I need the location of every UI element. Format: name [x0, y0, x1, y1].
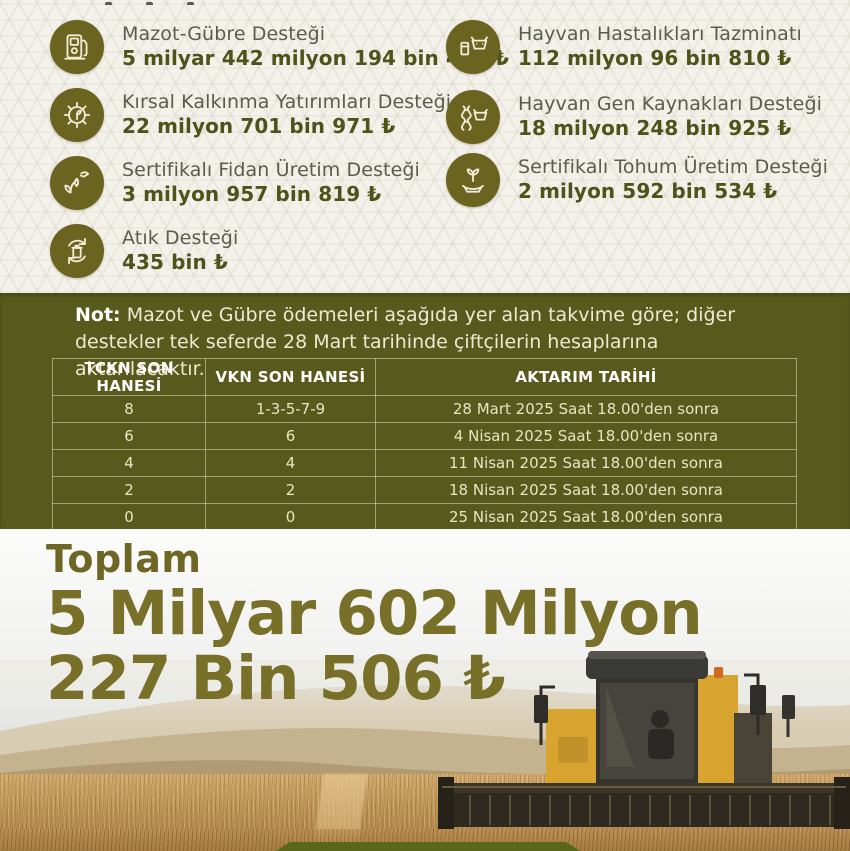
header-tckn: TCKN SON HANESİ [52, 358, 206, 396]
note-label: Not: [75, 304, 121, 326]
support-item-hayvan-gen: Hayvan Gen Kaynakları Desteği 18 milyon … [446, 90, 822, 144]
support-title: Atık Desteği [122, 227, 239, 250]
recycle-bin-icon [50, 224, 104, 278]
wheat-foreground [0, 829, 850, 851]
cell-date: 4 Nisan 2025 Saat 18.00'den sonra [375, 422, 797, 450]
total-label: Toplam [46, 537, 202, 581]
support-item-atik: Atık Desteği 435 bin ₺ [50, 224, 238, 278]
cell-vkn: 2 [205, 476, 376, 504]
hand-seed-icon [446, 153, 500, 207]
table-row: 6 6 4 Nisan 2025 Saat 18.00'den sonra [52, 422, 797, 450]
header-aktarim: AKTARIM TARİHİ [375, 358, 797, 396]
cell-vkn: 4 [205, 449, 376, 477]
gear-sprout-icon [50, 88, 104, 142]
support-item-hayvan-hastaliklari: Hayvan Hastalıkları Tazminatı 112 milyon… [446, 20, 802, 74]
support-amount: 5 milyar 442 milyon 194 bin 447 ₺ [122, 45, 510, 70]
support-item-tohum: Sertifikalı Tohum Üretim Desteği 2 milyo… [446, 153, 828, 207]
support-title: Hayvan Gen Kaynakları Desteği [518, 93, 822, 116]
support-title: Sertifikalı Tohum Üretim Desteği [518, 156, 828, 179]
cell-tckn: 0 [52, 503, 206, 531]
clipped-header-remnant [105, 0, 255, 5]
footer-ribbon [276, 842, 580, 851]
support-amount: 18 milyon 248 bin 925 ₺ [518, 115, 792, 140]
total-block: Toplam 5 Milyar 602 Milyon 227 Bin 506 ₺ [46, 537, 703, 715]
note-section: Not: Mazot ve Gübre ödemeleri aşağıda ye… [0, 293, 850, 531]
cell-vkn: 1-3-5-7-9 [205, 395, 376, 423]
cell-tckn: 8 [52, 395, 206, 423]
support-title: Mazot-Gübre Desteği [122, 23, 326, 46]
cell-date: 18 Nisan 2025 Saat 18.00'den sonra [375, 476, 797, 504]
support-item-mazot-gubre: Mazot-Gübre Desteği 5 milyar 442 milyon … [50, 20, 509, 74]
support-item-fidan: Sertifikalı Fidan Üretim Desteği 3 milyo… [50, 156, 420, 210]
support-amount: 3 milyon 957 bin 819 ₺ [122, 181, 382, 206]
payment-schedule-table: TCKN SON HANESİ VKN SON HANESİ AKTARIM T… [52, 358, 797, 531]
cell-date: 25 Nisan 2025 Saat 18.00'den sonra [375, 503, 797, 531]
cow-milk-icon [446, 20, 500, 74]
cell-tckn: 6 [52, 422, 206, 450]
support-title: Kırsal Kalkınma Yatırımları Desteği [122, 91, 452, 114]
cell-date: 11 Nisan 2025 Saat 18.00'den sonra [375, 449, 797, 477]
table-row: 2 2 18 Nisan 2025 Saat 18.00'den sonra [52, 476, 797, 504]
table-header-row: TCKN SON HANESİ VKN SON HANESİ AKTARIM T… [52, 358, 797, 396]
total-amount-line2: 227 Bin 506 ₺ [46, 643, 506, 715]
support-amount: 22 milyon 701 bin 971 ₺ [122, 113, 396, 138]
support-amount: 2 milyon 592 bin 534 ₺ [518, 178, 778, 203]
combine-harvester-illustration [438, 651, 850, 829]
support-title: Hayvan Hastalıkları Tazminatı [518, 23, 802, 46]
total-photo-section: Toplam 5 Milyar 602 Milyon 227 Bin 506 ₺ [0, 529, 850, 851]
support-title: Sertifikalı Fidan Üretim Desteği [122, 159, 420, 182]
support-item-kirsal-kalkinma: Kırsal Kalkınma Yatırımları Desteği 22 m… [50, 88, 451, 142]
table-row: 8 1-3-5-7-9 28 Mart 2025 Saat 18.00'den … [52, 395, 797, 423]
cell-tckn: 2 [52, 476, 206, 504]
table-row: 0 0 25 Nisan 2025 Saat 18.00'den sonra [52, 503, 797, 531]
supports-section: Mazot-Gübre Desteği 5 milyar 442 milyon … [0, 0, 850, 293]
support-amount: 435 bin ₺ [122, 249, 228, 274]
support-amount: 112 milyon 96 bin 810 ₺ [518, 45, 792, 70]
cell-vkn: 0 [205, 503, 376, 531]
table-row: 4 4 11 Nisan 2025 Saat 18.00'den sonra [52, 449, 797, 477]
cell-date: 28 Mart 2025 Saat 18.00'den sonra [375, 395, 797, 423]
cell-tckn: 4 [52, 449, 206, 477]
total-amount-line1: 5 Milyar 602 Milyon [46, 577, 703, 649]
fuel-pump-icon [50, 20, 104, 74]
hand-sapling-icon [50, 156, 104, 210]
cell-vkn: 6 [205, 422, 376, 450]
header-vkn: VKN SON HANESİ [205, 358, 376, 396]
dna-cow-icon [446, 90, 500, 144]
